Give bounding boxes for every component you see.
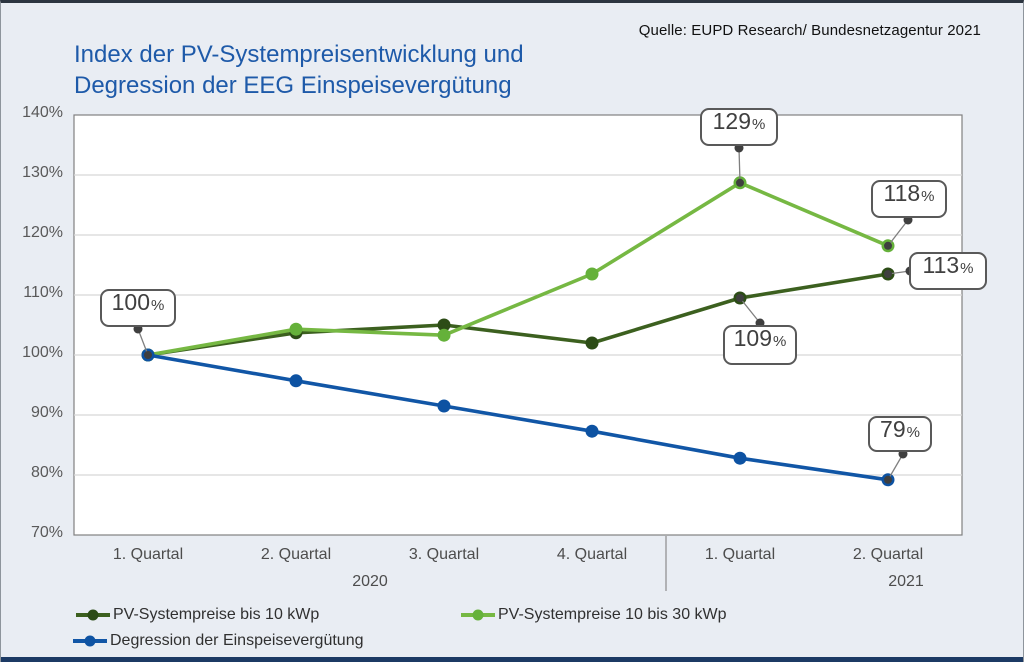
data-callout: 100% bbox=[100, 289, 176, 327]
callout-leader-line bbox=[738, 147, 741, 183]
callout-percent-sign: % bbox=[921, 188, 935, 205]
legend-item-degression: Degression der Einspeisevergütung bbox=[73, 630, 363, 652]
bottom-accent-bar bbox=[1, 657, 1023, 662]
callout-percent-sign: % bbox=[906, 424, 920, 441]
callout-leader-dot bbox=[736, 178, 744, 187]
callout-leader-line bbox=[739, 297, 761, 324]
data-point-marker bbox=[733, 451, 747, 465]
chart-title-line1: Index der PV-Systempreisentwicklung und bbox=[74, 41, 524, 68]
legend-label: PV-Systempreise bis 10 kWp bbox=[113, 606, 320, 623]
data-point-marker bbox=[585, 424, 599, 438]
callout-percent-sign: % bbox=[960, 260, 974, 277]
chart-title: Index der PV-Systempreisentwicklung und … bbox=[74, 39, 524, 101]
data-point-marker bbox=[437, 399, 451, 413]
callout-value: 79 bbox=[880, 416, 906, 442]
x-axis-category-label: 1. Quartal bbox=[112, 546, 184, 563]
x-axis-category-label: 4. Quartal bbox=[556, 546, 628, 563]
y-axis-tick-label: 100% bbox=[22, 344, 63, 361]
chart-title-line2: Degression der EEG Einspeisevergütung bbox=[74, 72, 512, 99]
callout-leader-dot bbox=[736, 294, 744, 302]
callout-percent-sign: % bbox=[151, 297, 165, 314]
callout-leader-line bbox=[887, 453, 904, 481]
legend-label: Degression der Einspeisevergütung bbox=[110, 632, 364, 649]
chart-plot bbox=[73, 114, 963, 591]
y-axis-tick-label: 90% bbox=[30, 404, 63, 421]
legend-label: PV-Systempreise 10 bis 30 kWp bbox=[498, 606, 727, 623]
data-callout: 109% bbox=[723, 325, 797, 365]
series-line-1 bbox=[147, 181, 889, 357]
callout-leader-line bbox=[887, 219, 909, 247]
callout-percent-sign: % bbox=[752, 116, 766, 133]
data-point-marker bbox=[585, 336, 599, 350]
callout-leader-dot bbox=[884, 475, 892, 484]
callout-value: 113 bbox=[922, 252, 960, 278]
legend-dot-icon bbox=[87, 609, 99, 621]
legend-line-marker-icon bbox=[76, 609, 110, 621]
y-axis-tick-label: 80% bbox=[30, 464, 63, 481]
legend-item-pv-bis-10kwp: PV-Systempreise bis 10 kWp bbox=[76, 604, 319, 626]
callout-value: 118 bbox=[883, 180, 921, 206]
callout-leader-dot bbox=[884, 270, 892, 278]
data-point-marker bbox=[585, 267, 599, 281]
series-line-0 bbox=[147, 272, 889, 357]
x-axis-category-label: 2. Quartal bbox=[260, 546, 332, 563]
callout-leader-line bbox=[137, 328, 149, 356]
plot-area bbox=[73, 114, 963, 536]
legend-dot-icon bbox=[84, 635, 96, 647]
data-point-marker bbox=[289, 322, 303, 336]
callout-value: 129 bbox=[712, 108, 752, 134]
callout-leader-dot bbox=[884, 241, 892, 250]
legend-line-marker-icon bbox=[73, 635, 107, 647]
callout-leader-dot bbox=[144, 351, 152, 359]
y-axis-tick-label: 140% bbox=[22, 104, 63, 121]
x-axis-category-label: 1. Quartal bbox=[704, 546, 776, 563]
data-point-marker bbox=[289, 374, 303, 388]
y-axis-tick-label: 110% bbox=[23, 284, 63, 301]
data-callout: 129% bbox=[700, 108, 778, 146]
callout-value: 100 bbox=[111, 289, 151, 315]
x-axis-year-label: 2021 bbox=[888, 573, 924, 590]
data-callout: 113% bbox=[909, 252, 987, 290]
data-callout: 79% bbox=[868, 416, 932, 452]
series-line-2 bbox=[147, 353, 889, 482]
data-point-marker bbox=[437, 318, 451, 332]
legend-line-marker-icon bbox=[461, 609, 495, 621]
y-axis-tick-label: 130% bbox=[22, 164, 63, 181]
y-axis-tick-label: 120% bbox=[22, 224, 63, 241]
callout-percent-sign: % bbox=[773, 333, 787, 350]
legend-dot-icon bbox=[472, 609, 484, 621]
callout-value: 109 bbox=[733, 325, 773, 351]
legend-item-pv-10-bis-30kwp: PV-Systempreise 10 bis 30 kWp bbox=[461, 604, 727, 626]
data-point-marker bbox=[437, 328, 451, 342]
source-attribution: Quelle: EUPD Research/ Bundesnetzagentur… bbox=[638, 22, 981, 39]
y-axis-tick-label: 70% bbox=[30, 524, 63, 541]
x-axis-category-label: 2. Quartal bbox=[852, 546, 924, 563]
data-callout: 118% bbox=[871, 180, 947, 218]
x-axis-year-label: 2020 bbox=[352, 573, 388, 590]
x-axis-category-label: 3. Quartal bbox=[408, 546, 480, 563]
